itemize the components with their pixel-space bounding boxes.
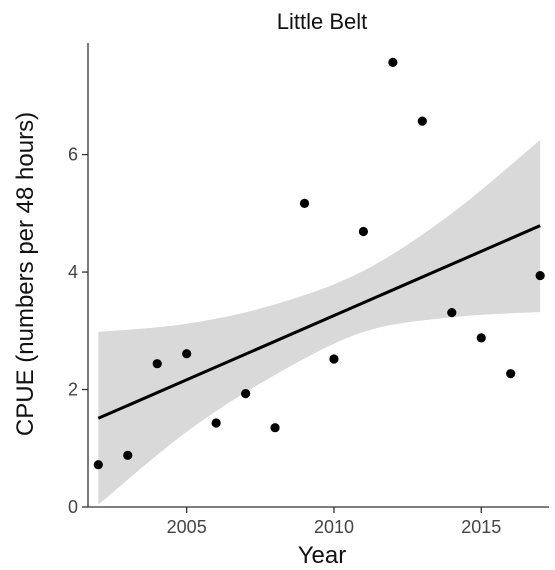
x-tick-label: 2010 [314,517,354,537]
data-point [240,389,251,399]
y-tick-label: 6 [68,145,78,165]
x-tick-label: 2005 [167,517,207,537]
data-point [476,333,486,343]
chart-title: Little Belt [277,9,368,34]
data-point [123,450,133,460]
data-point [447,307,457,318]
data-point [211,418,221,428]
data-point [535,270,545,281]
data-point [506,369,516,379]
data-point [388,57,398,67]
y-tick-label: 0 [68,497,78,517]
x-tick-label: 2015 [461,517,501,537]
y-tick-label: 2 [68,380,78,400]
data-point [93,460,103,470]
fit-line [97,224,541,420]
data-point [182,349,192,359]
data-point [299,198,310,208]
y-axis-title: CPUE (numbers per 48 hours) [12,112,39,436]
data-point [270,423,280,433]
data-point [329,354,339,364]
y-tick-label: 4 [68,262,78,282]
data-point [417,116,427,126]
x-axis-title: Year [298,542,347,569]
plot-area: 0 2 4 6 2005 2010 2015 [68,43,549,537]
data-point [152,359,162,369]
data-point [358,226,369,237]
